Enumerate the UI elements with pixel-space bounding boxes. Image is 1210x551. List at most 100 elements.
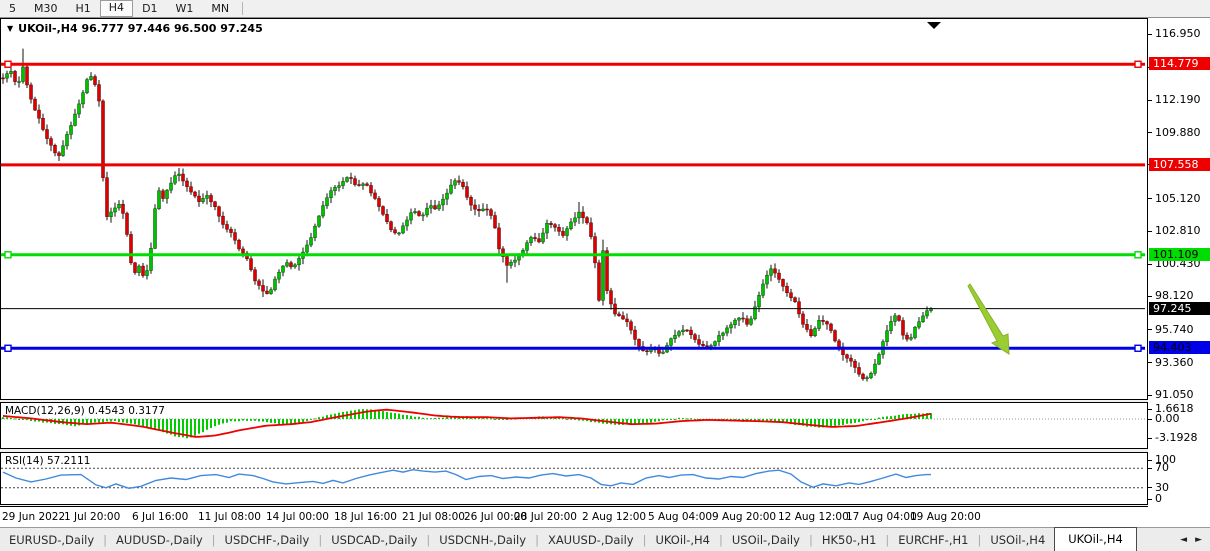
time-label: 29 Jun 2022 bbox=[2, 511, 66, 523]
tick-dash bbox=[1148, 295, 1152, 297]
rsi-label: RSI(14) 57.2111 bbox=[5, 455, 90, 467]
price-tick: 116.950 bbox=[1148, 28, 1201, 40]
timeframe-button-h1[interactable]: H1 bbox=[75, 1, 91, 15]
tab-separator: | bbox=[103, 533, 108, 547]
symbol-tab-usoilh4[interactable]: USOil-,H4 bbox=[990, 533, 1046, 547]
time-label: 6 Jul 16:00 bbox=[132, 511, 189, 523]
timeframe-button-w1[interactable]: W1 bbox=[175, 1, 194, 15]
tab-separator: | bbox=[642, 533, 647, 547]
tick-dash bbox=[1148, 498, 1152, 500]
macd-scale-label: -3.1928 bbox=[1148, 432, 1197, 444]
time-label: 26 Jul 00:00 bbox=[464, 511, 527, 523]
price-chart-pane[interactable]: ▼ UKOil-,H4 96.777 97.446 96.500 97.245 bbox=[0, 18, 1148, 400]
time-label: 28 Jul 20:00 bbox=[514, 511, 577, 523]
tab-scroll-arrows: ◄ ► bbox=[1180, 535, 1210, 545]
rsi-scale-label: 30 bbox=[1148, 481, 1169, 494]
macd-name: MACD(12,26,9) bbox=[5, 405, 85, 417]
macd-indicator-pane[interactable]: MACD(12,26,9) 0.4543 0.3177 bbox=[0, 402, 1148, 449]
symbol-tab-eurusddaily[interactable]: EURUSD-,Daily bbox=[9, 533, 95, 547]
symbol-tab-usdcaddaily[interactable]: USDCAD-,Daily bbox=[331, 533, 418, 547]
toolbar-separator bbox=[242, 2, 244, 15]
price-badge-97.245: 97.245 bbox=[1149, 301, 1210, 315]
timeframe-button-d1[interactable]: D1 bbox=[142, 1, 158, 15]
price-axis[interactable]: 116.950114.570112.190109.880107.570105.1… bbox=[1148, 18, 1210, 527]
timeframe-button-5[interactable]: 5 bbox=[9, 1, 16, 15]
horizontal-lines bbox=[1, 60, 1145, 352]
sell-arrow-annotation bbox=[967, 283, 1010, 355]
price-badge-107.558: 107.558 bbox=[1149, 157, 1210, 171]
tab-separator: | bbox=[885, 533, 890, 547]
macd-value-signal: 0.3177 bbox=[128, 405, 165, 417]
symbol-tab-hk50h1[interactable]: HK50-,H1 bbox=[821, 533, 877, 547]
time-label: 2 Aug 12:00 bbox=[582, 511, 647, 523]
rsi-line bbox=[2, 468, 931, 490]
time-axis[interactable]: 29 Jun 2022 1 Jul 20:00 6 Jul 16:00 11 Jul … bbox=[0, 506, 1148, 528]
price-tick: 109.880 bbox=[1148, 126, 1201, 139]
tick-dash bbox=[1148, 329, 1152, 331]
rsi-scale-label: 0 bbox=[1148, 493, 1162, 505]
symbol-tab-xauusddaily[interactable]: XAUUSD-,Daily bbox=[547, 533, 634, 547]
timeframe-button-m30[interactable]: M30 bbox=[34, 1, 58, 15]
time-label: 18 Jul 16:00 bbox=[334, 511, 397, 523]
symbol-tab-audusddaily[interactable]: AUDUSD-,Daily bbox=[116, 533, 203, 547]
price-tick: 91.050 bbox=[1148, 389, 1194, 401]
tab-separator: | bbox=[318, 533, 323, 547]
candles bbox=[1, 48, 933, 382]
collapse-triangle-icon[interactable]: ▼ bbox=[7, 23, 14, 33]
tick-dash bbox=[1148, 487, 1152, 489]
symbol-tab-usdchfdaily[interactable]: USDCHF-,Daily bbox=[224, 533, 310, 547]
tab-separator: | bbox=[535, 533, 539, 547]
candlestick-chart[interactable] bbox=[1, 19, 1145, 397]
price-tick: 102.810 bbox=[1148, 225, 1201, 237]
timeframe-button-mn[interactable]: MN bbox=[211, 1, 230, 15]
time-label: 1 Jul 20:00 bbox=[64, 511, 121, 523]
tab-separator: | bbox=[977, 533, 982, 547]
tab-scroll-left-icon[interactable]: ◄ bbox=[1180, 535, 1188, 545]
time-label: 21 Jul 08:00 bbox=[402, 511, 465, 523]
tick-dash bbox=[1148, 33, 1152, 35]
symbol-tab-usoildaily[interactable]: USOil-,Daily bbox=[731, 533, 800, 547]
tab-separator: | bbox=[719, 533, 723, 547]
time-label: 14 Jul 00:00 bbox=[266, 511, 329, 523]
rsi-plot bbox=[1, 467, 1145, 490]
timeframe-button-h4[interactable]: H4 bbox=[99, 0, 134, 17]
tab-separator: | bbox=[808, 533, 813, 547]
price-badge-101.109: 101.109 bbox=[1149, 247, 1210, 261]
tab-separator: | bbox=[426, 533, 431, 547]
tick-dash bbox=[1148, 394, 1152, 396]
rsi-scale-label: 70 bbox=[1148, 462, 1169, 474]
symbol-tab-usdcnhdaily[interactable]: USDCNH-,Daily bbox=[439, 533, 527, 547]
tick-dash bbox=[1148, 198, 1152, 200]
chart-shift-triangle-icon bbox=[927, 22, 941, 29]
time-label: 19 Aug 20:00 bbox=[910, 511, 981, 523]
rsi-name: RSI(14) bbox=[5, 455, 44, 467]
price-badge-94.403: 94.403 bbox=[1149, 341, 1210, 355]
time-label: 12 Aug 12:00 bbox=[778, 511, 849, 523]
price-tick: 105.120 bbox=[1148, 192, 1201, 205]
chart-tabbar: EURUSD-,Daily | AUDUSD-,Daily | USDCHF-,Dail… bbox=[0, 527, 1210, 551]
price-tick: 93.360 bbox=[1148, 356, 1194, 369]
macd-signal-line bbox=[2, 408, 932, 438]
time-label: 9 Aug 20:00 bbox=[712, 511, 777, 523]
timeframe-toolbar: 5 M30 H1 H4 D1 W1 MN bbox=[0, 0, 1210, 18]
macd-value-main: 0.4543 bbox=[88, 405, 125, 417]
rsi-scale-label: 100 bbox=[1148, 454, 1176, 466]
rsi-indicator-pane[interactable]: RSI(14) 57.2111 bbox=[0, 452, 1148, 505]
time-label: 17 Aug 04:00 bbox=[846, 511, 917, 523]
symbol-tab-ukoilh4[interactable]: UKOil-,H4 bbox=[1054, 527, 1137, 551]
tab-scroll-right-icon[interactable]: ► bbox=[1195, 535, 1202, 545]
tick-dash bbox=[1148, 418, 1152, 420]
tick-dash bbox=[1148, 459, 1152, 461]
chart-title: ▼ UKOil-,H4 96.777 97.446 96.500 97.245 bbox=[7, 22, 263, 35]
tick-dash bbox=[1148, 362, 1152, 364]
rsi-value: 57.2111 bbox=[46, 455, 91, 467]
symbol-tab-ukoilh4[interactable]: UKOil-,H4 bbox=[655, 533, 710, 547]
tick-dash bbox=[1148, 99, 1152, 101]
price-tick: 95.740 bbox=[1148, 323, 1194, 336]
tick-dash bbox=[1148, 437, 1152, 439]
tick-dash bbox=[1148, 408, 1152, 410]
price-badge-114.779: 114.779 bbox=[1149, 57, 1210, 71]
price-tick: 112.190 bbox=[1148, 94, 1201, 106]
symbol-tab-eurchfh1[interactable]: EURCHF-,H1 bbox=[898, 533, 969, 547]
